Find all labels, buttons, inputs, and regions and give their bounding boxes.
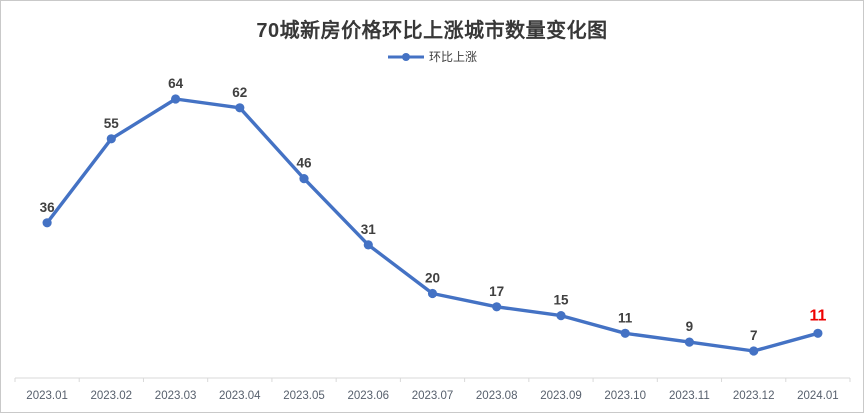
legend-label: 环比上涨 bbox=[428, 50, 477, 64]
data-point bbox=[427, 288, 438, 299]
data-point bbox=[492, 302, 502, 312]
data-point bbox=[684, 337, 695, 347]
data-point bbox=[620, 328, 630, 338]
x-axis-label: 2023.11 bbox=[669, 390, 710, 402]
chart-title: 70城新房价格环比上涨城市数量变化图 bbox=[256, 20, 608, 42]
data-point bbox=[106, 134, 116, 144]
data-point bbox=[749, 346, 759, 356]
x-axis-label: 2023.03 bbox=[155, 390, 197, 402]
x-axis-label: 2023.08 bbox=[476, 390, 518, 402]
data-label: 11 bbox=[618, 310, 633, 325]
data-label: 20 bbox=[425, 271, 440, 286]
data-point bbox=[813, 328, 823, 338]
x-axis-label: 2023.04 bbox=[219, 390, 261, 402]
series-line bbox=[45, 97, 820, 353]
x-axis-label: 2023.06 bbox=[348, 390, 390, 402]
legend: 环比上涨 bbox=[1, 48, 863, 65]
data-label: 17 bbox=[489, 284, 504, 299]
data-label: 9 bbox=[686, 319, 694, 334]
data-point bbox=[235, 103, 245, 113]
x-axis-label: 2023.07 bbox=[412, 390, 454, 402]
x-axis-label: 2024.01 bbox=[797, 390, 839, 402]
data-point bbox=[363, 240, 373, 250]
legend-line-marker-icon bbox=[387, 52, 425, 62]
data-label: 46 bbox=[296, 156, 312, 171]
data-label: 62 bbox=[232, 85, 247, 100]
x-axis-label: 2023.02 bbox=[91, 390, 133, 402]
data-label: 55 bbox=[104, 116, 120, 131]
data-label: 7 bbox=[750, 328, 758, 343]
data-label: 36 bbox=[40, 200, 56, 215]
data-point bbox=[299, 174, 309, 184]
x-axis-label: 2023.10 bbox=[604, 390, 646, 402]
data-label: 31 bbox=[361, 222, 377, 237]
data-label-highlight: 11 bbox=[809, 307, 826, 324]
x-axis-label: 2023.12 bbox=[733, 390, 775, 402]
data-label: 15 bbox=[553, 293, 569, 308]
data-point bbox=[556, 311, 566, 321]
data-point bbox=[171, 94, 181, 104]
x-axis-label: 2023.01 bbox=[26, 390, 68, 402]
data-label: 64 bbox=[168, 76, 184, 91]
x-axis-label: 2023.05 bbox=[283, 390, 325, 402]
x-axis-label: 2023.09 bbox=[540, 390, 582, 402]
data-point bbox=[42, 218, 52, 228]
